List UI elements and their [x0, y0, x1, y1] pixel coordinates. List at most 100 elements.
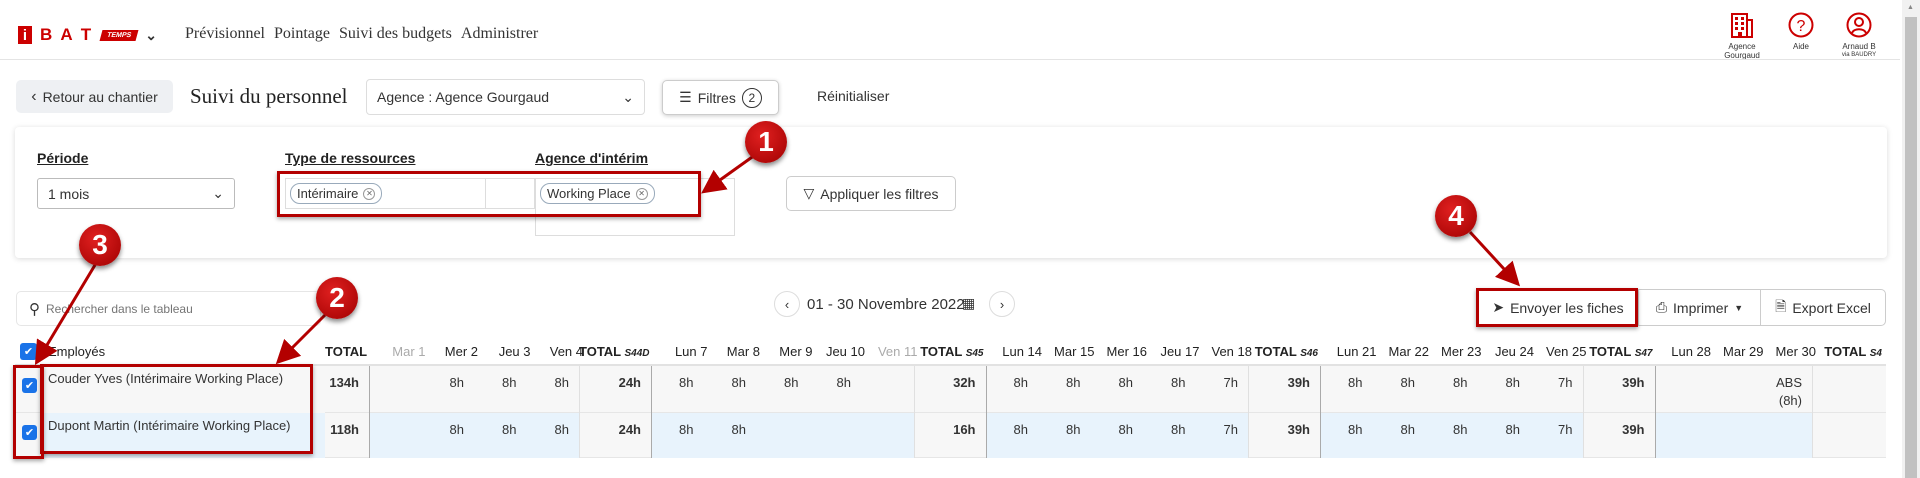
table-cell[interactable]: 8h: [703, 413, 756, 458]
building-icon: [1731, 13, 1753, 38]
table-cell[interactable]: [369, 366, 422, 413]
filters-button[interactable]: ☰ Filtres 2: [662, 80, 779, 115]
period-select[interactable]: 1 mois ⌄: [37, 178, 235, 209]
nav-previsionnel[interactable]: Prévisionnel: [185, 25, 265, 42]
row-checkbox[interactable]: ✔: [22, 378, 37, 393]
table-cell[interactable]: [1812, 413, 1884, 458]
table-cell[interactable]: 8h: [651, 366, 704, 413]
ibat-temps-logo[interactable]: i B A T TEMPS ⌄: [18, 25, 157, 45]
column-label: Mer 16: [1106, 344, 1147, 359]
table-cell[interactable]: [1759, 413, 1812, 458]
employee-name[interactable]: Couder Yves (Intérimaire Working Place): [44, 366, 325, 413]
table-cell[interactable]: 134h: [329, 375, 359, 390]
calendar-icon[interactable]: ▦: [962, 295, 976, 311]
table-cell[interactable]: 8h: [985, 413, 1038, 458]
column-label: Mar 8: [726, 344, 760, 359]
chevron-down-icon[interactable]: ⌄: [145, 26, 157, 43]
table-cell[interactable]: 8h: [449, 375, 464, 390]
logo-i: i: [18, 26, 32, 44]
table-cell[interactable]: 8h: [985, 366, 1039, 413]
week-label: S45: [965, 348, 984, 359]
agency-interim-multiselect[interactable]: Working Place ✕: [535, 178, 735, 236]
export-excel-button[interactable]: 🗎 Export Excel: [1761, 290, 1885, 325]
nav-suivi-budgets[interactable]: Suivi des budgets: [339, 25, 452, 42]
table-cell[interactable]: 8h: [1090, 413, 1143, 458]
table-cell[interactable]: 8h: [526, 413, 579, 458]
table-cell[interactable]: [369, 413, 422, 458]
table-cell[interactable]: 16h: [913, 413, 986, 458]
prev-period-button[interactable]: ‹: [774, 291, 800, 317]
table-cell[interactable]: 8h: [1143, 413, 1196, 458]
reset-link[interactable]: Réinitialiser: [817, 88, 890, 104]
vertical-scrollbar[interactable]: ▲: [1902, 0, 1920, 478]
table-cell[interactable]: 8h: [784, 375, 799, 390]
table-cell[interactable]: ABS (8h): [1775, 375, 1802, 408]
table-cell[interactable]: 8h: [651, 413, 704, 458]
agency-button[interactable]: Agence Gourgaud: [1712, 12, 1772, 60]
table-cell[interactable]: 8h: [731, 375, 746, 390]
table-cell[interactable]: 8h: [421, 413, 474, 458]
print-button[interactable]: ⎙ Imprimer ▼: [1639, 290, 1761, 325]
next-period-button[interactable]: ›: [989, 291, 1015, 317]
resource-type-multiselect[interactable]: Intérimaire ✕: [285, 178, 486, 209]
column-header: Ven 11: [867, 340, 920, 364]
table-cell[interactable]: 39h: [1582, 413, 1655, 458]
table-cell[interactable]: 8h: [836, 375, 851, 390]
table-cell[interactable]: 39h: [1248, 366, 1320, 413]
apply-filters-button[interactable]: ▽ Appliquer les filtres: [786, 176, 956, 211]
table-cell[interactable]: [861, 413, 914, 458]
table-cell[interactable]: [1654, 366, 1708, 413]
table-cell[interactable]: 7h: [1558, 375, 1573, 390]
user-button[interactable]: Arnaud B via BAUDRY: [1829, 12, 1889, 60]
table-cell[interactable]: 7h: [1530, 413, 1583, 458]
table-cell[interactable]: 8h: [474, 413, 527, 458]
table-cell[interactable]: 8h: [502, 375, 517, 390]
column-header: TOTAL S45: [914, 340, 986, 364]
table-cell[interactable]: 8h: [1505, 375, 1520, 390]
back-label: Retour au chantier: [42, 88, 158, 105]
scroll-up-icon[interactable]: ▲: [1907, 4, 1914, 11]
table-cell[interactable]: 118h: [330, 422, 359, 437]
table-cell[interactable]: [756, 413, 809, 458]
table-cell[interactable]: [1812, 366, 1884, 413]
table-cell[interactable]: 8h: [1372, 413, 1425, 458]
table-cell[interactable]: 8h: [554, 375, 569, 390]
period-label: Période: [37, 150, 89, 166]
scrollbar-thumb[interactable]: [1905, 17, 1917, 478]
table-search[interactable]: ⚲: [16, 291, 321, 326]
employee-name[interactable]: Dupont Martin (Intérimaire Working Place…: [44, 413, 325, 458]
table-cell[interactable]: 8h: [1320, 366, 1373, 413]
remove-chip-icon[interactable]: ✕: [363, 187, 376, 200]
send-sheets-button[interactable]: ➤ Envoyer les fiches: [1478, 290, 1639, 325]
table-cell[interactable]: 8h: [1320, 413, 1373, 458]
table-cell[interactable]: 39h: [1582, 366, 1655, 413]
back-button[interactable]: ‹ Retour au chantier: [16, 80, 173, 113]
table-cell[interactable]: 7h: [1195, 413, 1248, 458]
help-button[interactable]: ? Aide: [1771, 12, 1831, 51]
select-all-checkbox[interactable]: ✔: [20, 343, 37, 360]
table-row[interactable]: [15, 366, 1886, 413]
column-label: Mer 9: [779, 344, 813, 359]
nav-pointage[interactable]: Pointage: [274, 25, 330, 42]
table-cell[interactable]: 8h: [1400, 375, 1415, 390]
table-cell[interactable]: 8h: [1066, 375, 1081, 390]
row-checkbox[interactable]: ✔: [22, 425, 37, 440]
agency-select[interactable]: Agence : Agence Gourgaud ⌄: [366, 79, 645, 115]
table-cell[interactable]: 24h: [579, 366, 651, 413]
table-cell[interactable]: 8h: [1477, 413, 1530, 458]
table-cell[interactable]: 8h: [1453, 375, 1468, 390]
table-cell[interactable]: 8h: [1038, 413, 1091, 458]
remove-chip-icon[interactable]: ✕: [635, 187, 648, 200]
table-cell[interactable]: 24h: [579, 413, 651, 458]
table-cell[interactable]: 39h: [1248, 413, 1320, 458]
table-cell[interactable]: 8h: [1118, 375, 1133, 390]
nav-administrer[interactable]: Administrer: [460, 25, 539, 42]
table-cell[interactable]: [1707, 413, 1760, 458]
table-cell[interactable]: 8h: [1425, 413, 1478, 458]
table-cell[interactable]: [808, 413, 861, 458]
table-cell[interactable]: 7h: [1223, 375, 1238, 390]
table-cell[interactable]: [1654, 413, 1707, 458]
table-cell[interactable]: 8h: [1171, 375, 1186, 390]
table-cell[interactable]: 32h: [913, 366, 986, 413]
search-input[interactable]: [46, 301, 296, 316]
